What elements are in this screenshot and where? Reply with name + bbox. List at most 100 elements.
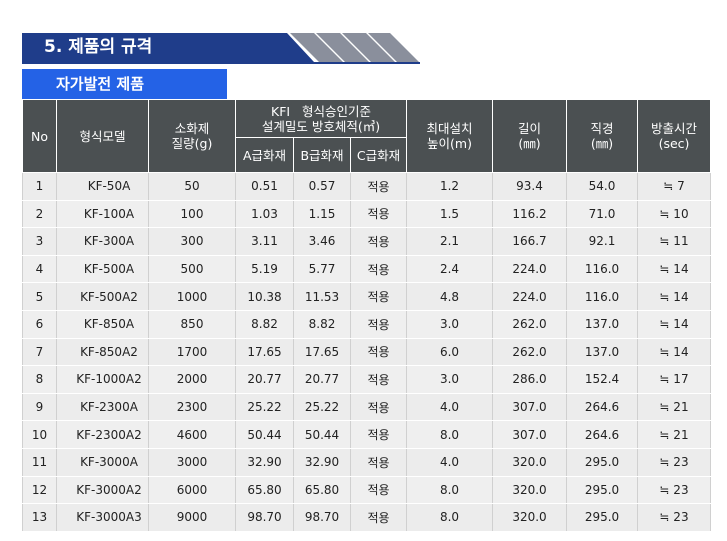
cell-no: 5 — [22, 282, 57, 311]
table-row: 1 KF-50A 50 0.51 0.57 적용 1.2 93.4 54.0 ≒ 7 — [22, 172, 711, 201]
cell-class-a-volume: 5.19 — [235, 255, 294, 284]
cell-length: 224.0 — [492, 255, 567, 284]
section-title-bar — [22, 33, 314, 62]
cell-no: 9 — [22, 393, 57, 422]
cell-no: 13 — [22, 503, 57, 532]
cell-class-c-applicability: 적용 — [350, 282, 407, 311]
cell-class-a-volume: 3.11 — [235, 227, 294, 256]
cell-diameter: 264.6 — [566, 393, 638, 422]
cell-class-c-applicability: 적용 — [350, 310, 407, 339]
cell-length: 166.7 — [492, 227, 567, 256]
header-class-a: A급화재 — [235, 137, 294, 173]
cell-diameter: 54.0 — [566, 172, 638, 201]
cell-class-b-volume: 98.70 — [293, 503, 351, 532]
cell-model: KF-2300A — [56, 393, 149, 422]
cell-model: KF-850A2 — [56, 338, 149, 367]
header-kfi-line2: 설계밀도 방호체적(㎥) — [261, 118, 381, 134]
cell-class-a-volume: 10.38 — [235, 282, 294, 311]
cell-model: KF-300A — [56, 227, 149, 256]
header-discharge-line2: (sec) — [658, 136, 690, 151]
cell-model: KF-3000A2 — [56, 476, 149, 505]
cell-class-c-applicability: 적용 — [350, 338, 407, 367]
cell-discharge-time: ≒ 10 — [637, 200, 711, 229]
cell-model: KF-850A — [56, 310, 149, 339]
cell-discharge-time: ≒ 17 — [637, 365, 711, 394]
cell-model: KF-500A2 — [56, 282, 149, 311]
cell-class-c-applicability: 적용 — [350, 393, 407, 422]
cell-class-a-volume: 65.80 — [235, 476, 294, 505]
cell-model: KF-2300A2 — [56, 420, 149, 449]
cell-no: 8 — [22, 365, 57, 394]
cell-class-b-volume: 20.77 — [293, 365, 351, 394]
cell-diameter: 264.6 — [566, 420, 638, 449]
cell-diameter: 137.0 — [566, 338, 638, 367]
cell-class-b-volume: 11.53 — [293, 282, 351, 311]
table-row: 8 KF-1000A2 2000 20.77 20.77 적용 3.0 286.0 152.4 ≒… — [22, 365, 711, 394]
cell-max-height: 3.0 — [406, 310, 493, 339]
cell-no: 7 — [22, 338, 57, 367]
table-row: 7 KF-850A2 1700 17.65 17.65 적용 6.0 262.0 137.0 ≒ … — [22, 338, 711, 367]
table-row: 2 KF-100A 100 1.03 1.15 적용 1.5 116.2 71.0 ≒ 10 — [22, 200, 711, 229]
cell-diameter: 137.0 — [566, 310, 638, 339]
cell-class-a-volume: 1.03 — [235, 200, 294, 229]
cell-diameter: 92.1 — [566, 227, 638, 256]
cell-model: KF-1000A2 — [56, 365, 149, 394]
cell-class-b-volume: 32.90 — [293, 448, 351, 477]
header-max-height: 최대설치 높이(m) — [406, 99, 493, 173]
cell-class-b-volume: 0.57 — [293, 172, 351, 201]
cell-length: 320.0 — [492, 476, 567, 505]
table-row: 13 KF-3000A3 9000 98.70 98.70 적용 8.0 320.0 295.0… — [22, 503, 711, 532]
cell-max-height: 6.0 — [406, 338, 493, 367]
cell-discharge-time: ≒ 14 — [637, 255, 711, 284]
cell-max-height: 4.0 — [406, 393, 493, 422]
cell-max-height: 8.0 — [406, 503, 493, 532]
cell-class-c-applicability: 적용 — [350, 448, 407, 477]
cell-length: 93.4 — [492, 172, 567, 201]
cell-class-b-volume: 1.15 — [293, 200, 351, 229]
cell-max-height: 3.0 — [406, 365, 493, 394]
cell-diameter: 152.4 — [566, 365, 638, 394]
header-length-line1: 길이 — [517, 121, 541, 136]
header-discharge-line1: 방출시간 — [650, 121, 697, 136]
page-title: 5. 제품의 규격 — [44, 37, 153, 57]
cell-model: KF-100A — [56, 200, 149, 229]
cell-agent-mass: 2000 — [148, 365, 236, 394]
cell-discharge-time: ≒ 14 — [637, 338, 711, 367]
header-max-height-line1: 최대설치 — [426, 121, 473, 136]
cell-discharge-time: ≒ 14 — [637, 310, 711, 339]
cell-agent-mass: 300 — [148, 227, 236, 256]
cell-discharge-time: ≒ 7 — [637, 172, 711, 201]
header-class-b: B급화재 — [293, 137, 351, 173]
cell-model: KF-3000A — [56, 448, 149, 477]
cell-length: 307.0 — [492, 393, 567, 422]
cell-no: 11 — [22, 448, 57, 477]
header-diameter-line2: (㎜) — [590, 136, 614, 151]
header-agent-mass-line2: 질량(g) — [171, 136, 213, 151]
table-row: 6 KF-850A 850 8.82 8.82 적용 3.0 262.0 137.0 ≒ 14 — [22, 310, 711, 339]
header-max-height-line2: 높이(m) — [427, 136, 472, 151]
cell-class-a-volume: 8.82 — [235, 310, 294, 339]
cell-agent-mass: 50 — [148, 172, 236, 201]
cell-class-a-volume: 25.22 — [235, 393, 294, 422]
cell-no: 6 — [22, 310, 57, 339]
cell-agent-mass: 4600 — [148, 420, 236, 449]
header-agent-mass-line1: 소화제 — [174, 121, 210, 136]
cell-agent-mass: 3000 — [148, 448, 236, 477]
cell-class-a-volume: 0.51 — [235, 172, 294, 201]
spec-table-body: 1 KF-50A 50 0.51 0.57 적용 1.2 93.4 54.0 ≒ 7 2 KF-100… — [22, 172, 711, 532]
cell-length: 262.0 — [492, 338, 567, 367]
cell-length: 307.0 — [492, 420, 567, 449]
cell-class-b-volume: 25.22 — [293, 393, 351, 422]
cell-agent-mass: 6000 — [148, 476, 236, 505]
cell-discharge-time: ≒ 23 — [637, 476, 711, 505]
cell-class-b-volume: 8.82 — [293, 310, 351, 339]
cell-max-height: 8.0 — [406, 476, 493, 505]
cell-diameter: 71.0 — [566, 200, 638, 229]
cell-diameter: 116.0 — [566, 282, 638, 311]
cell-discharge-time: ≒ 14 — [637, 282, 711, 311]
cell-diameter: 116.0 — [566, 255, 638, 284]
cell-no: 2 — [22, 200, 57, 229]
table-row: 3 KF-300A 300 3.11 3.46 적용 2.1 166.7 92.1 ≒ 11 — [22, 227, 711, 256]
spec-table: No 형식모델 소화제 질량(g) KFI 형식승인기준 설계밀도 방호체적(㎥… — [22, 99, 711, 532]
cell-length: 116.2 — [492, 200, 567, 229]
